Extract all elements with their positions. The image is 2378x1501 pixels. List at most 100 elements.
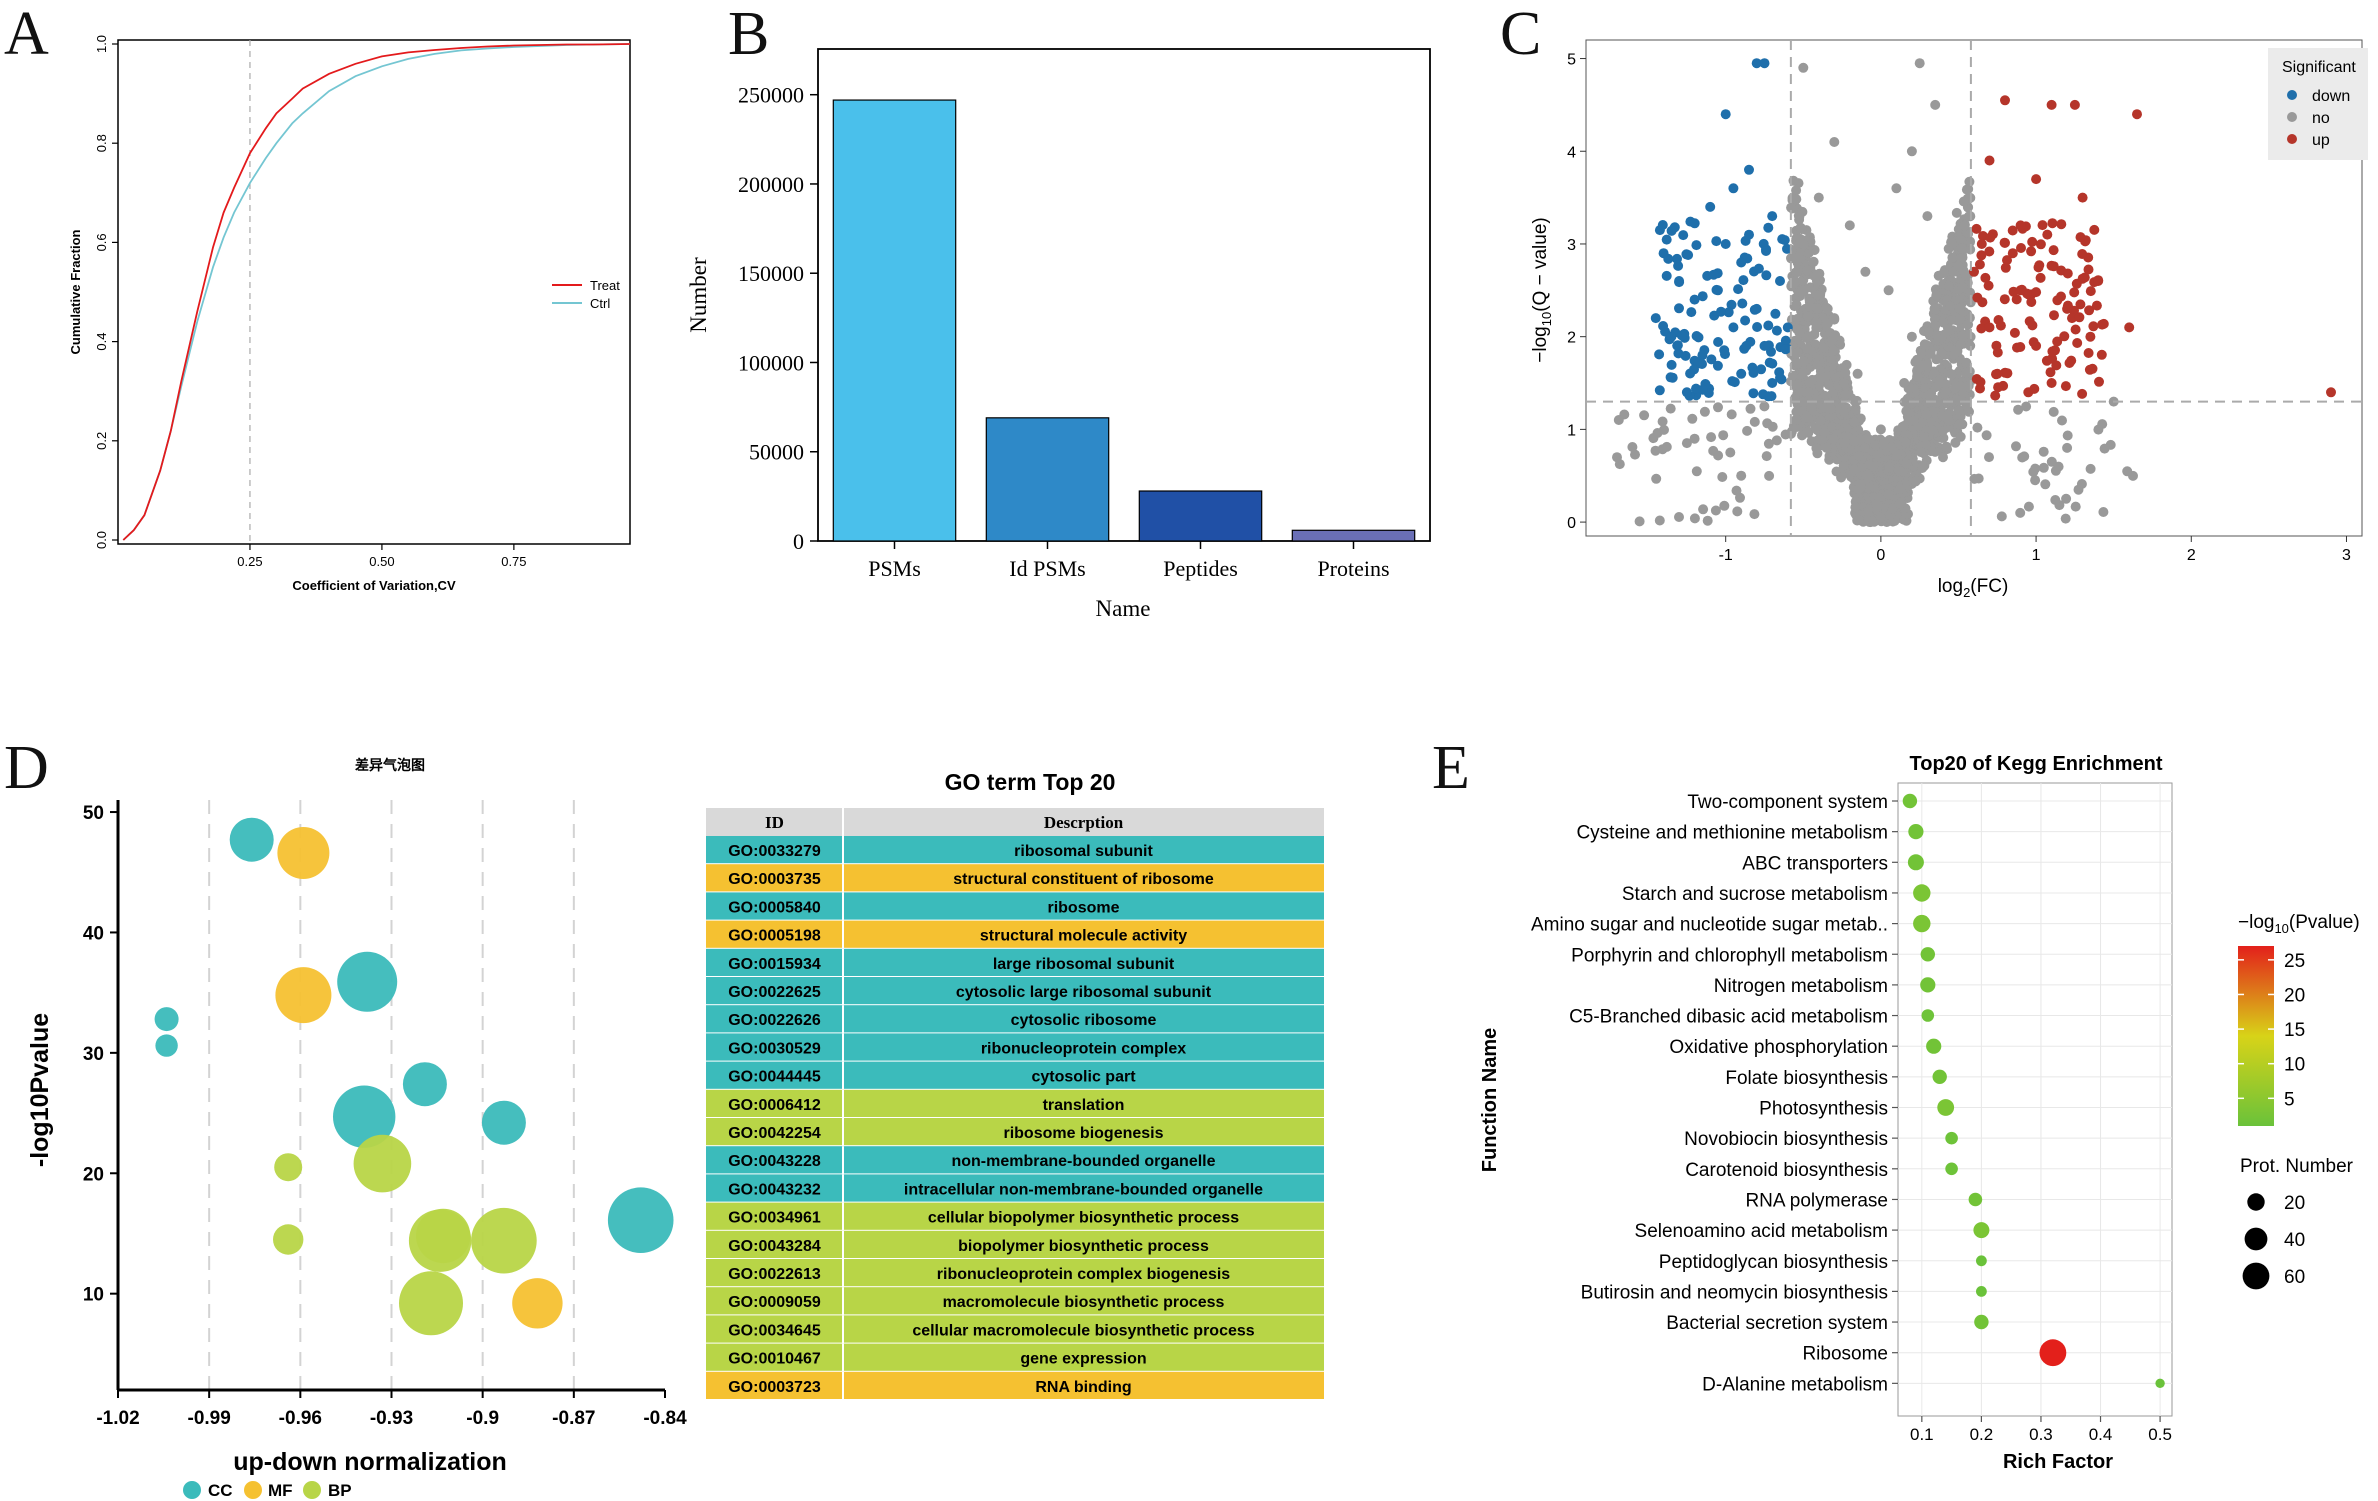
e-category-label: Photosynthesis [1759, 1099, 1888, 1120]
c-point-down [1689, 294, 1700, 305]
c-point-no [1844, 220, 1855, 231]
c-point-no-bg [1803, 311, 1813, 322]
d-bubble-cc [154, 1007, 179, 1032]
c-point-no-bg [1956, 235, 1967, 246]
e-point [1907, 854, 1924, 871]
c-point-down [1658, 248, 1669, 259]
c-point-no [1875, 512, 1886, 523]
panel-a-legend: Treat Ctrl [552, 278, 620, 311]
c-point-down-bg [1733, 284, 1744, 295]
c-point-no-bg [2085, 463, 2096, 474]
c-point-no-bg [1853, 515, 1864, 525]
a-ytick-label: 0.2 [94, 432, 109, 450]
c-point-down [1681, 387, 1692, 398]
c-point-up-bg [2002, 255, 2012, 266]
c-point-no-bg [1981, 430, 1992, 441]
c-point-down-bg [1654, 349, 1665, 360]
panel-e-ylabel: Function Name [1479, 1028, 1501, 1172]
c-point-up-bg [2047, 346, 2058, 357]
c-point-no-bg [1742, 425, 1753, 436]
panel-d-legend: CC MF BP [183, 1481, 352, 1500]
a-xtick-label: 0.50 [369, 554, 394, 569]
panel-c-points [1612, 58, 2336, 528]
c-point-down-bg [1665, 372, 1676, 383]
panel-label-e: E [1432, 734, 1470, 802]
c-point-up-bg [1977, 297, 1988, 308]
panel-e-xlabel: Rich Factor [2003, 1451, 2113, 1473]
legend-box [2268, 48, 2368, 160]
c-point-up-bg [1983, 280, 1994, 291]
c-point-no [1883, 285, 1894, 296]
c-point-no [2062, 442, 2073, 453]
c-point-no-bg [1857, 462, 1867, 473]
e-point [1937, 1099, 1955, 1116]
e-point [1913, 914, 1931, 933]
size-legend-label: 60 [2284, 1267, 2305, 1288]
c-point-down [1751, 58, 1762, 69]
go-table-cell-id: GO:0015934 [728, 956, 821, 973]
c-point-no-bg [1713, 402, 1723, 413]
c-point-no-bg [1946, 237, 1957, 248]
c-point-no-bg [1803, 387, 1814, 398]
panel-e-kegg-chart: Top20 of Kegg Enrichment 0.1 0.2 0.3 0.4 0.5… [1479, 753, 2360, 1473]
c-point-up-bg [2052, 336, 2063, 347]
c-point-no-bg [1863, 434, 1874, 445]
c-point-no-bg [1665, 403, 1676, 414]
d-xtick-label: -1.02 [96, 1408, 139, 1429]
c-point-no-bg [1915, 447, 1926, 457]
c-point-no-bg [1817, 435, 1828, 446]
e-point [1974, 1314, 1989, 1330]
c-point-up [2031, 174, 2042, 185]
c-point-no-bg [2030, 475, 2041, 486]
go-table-row [706, 864, 1324, 892]
c-point-no-bg [1717, 472, 1728, 482]
b-ytick-label: 200000 [738, 172, 804, 197]
legend-title: Significant [2282, 59, 2356, 76]
c-point-up-bg [2026, 297, 2037, 307]
c-point-no-bg [2038, 462, 2049, 473]
c-point-no-bg [1791, 194, 1802, 205]
c-point-no-bg [1895, 483, 1906, 494]
c-point-down-bg [1763, 222, 1774, 233]
c-point-up-bg [2059, 331, 2070, 342]
c-point-down-bg [1780, 344, 1791, 355]
panel-b-axes: 0 50000 100000 150000 200000 250000 PSMs Id PSM… [738, 83, 1390, 581]
c-point-no-bg [1984, 452, 1994, 463]
c-point-no-bg [1796, 287, 1807, 298]
c-point-no-bg [1828, 345, 1839, 356]
c-point-down-bg [1666, 359, 1677, 370]
c-point-no-bg [1787, 279, 1798, 290]
c-point-no-bg [1745, 403, 1756, 414]
c-point-up-bg [2045, 367, 2056, 378]
c-ytick-label: 0 [1567, 515, 1576, 532]
e-category-label: Porphyrin and chlorophyll metabolism [1571, 945, 1888, 966]
c-point-up-bg [2056, 219, 2067, 230]
c-point-no-bg [2028, 466, 2039, 477]
panel-d-title: 差异气泡图 [355, 757, 425, 773]
c-point-no-bg [1921, 409, 1932, 420]
c-point-no-bg [1931, 290, 1942, 301]
c-point-no [1883, 489, 1894, 500]
go-table-cell-id: GO:0043228 [728, 1153, 821, 1170]
c-point-no-bg [1811, 443, 1822, 454]
c-point-no-bg [1719, 500, 1730, 511]
c-point-down-bg [1712, 360, 1723, 371]
d-bubble-cc [607, 1187, 674, 1253]
c-point-no-bg [1955, 431, 1966, 442]
e-point [1913, 884, 1931, 902]
c-point-up-bg [2088, 321, 2099, 332]
size-legend-label: 20 [2284, 1193, 2305, 1214]
c-point-no-bg [1943, 281, 1954, 291]
b-ytick-label: 150000 [738, 261, 804, 286]
panel-c-xlabel: log2(FC) [1938, 576, 2009, 600]
b-ytick-label: 0 [793, 529, 804, 554]
legend-cc-label: CC [208, 1481, 233, 1500]
c-point-no-bg [1927, 425, 1938, 436]
go-table-cell-desc: ribosome biogenesis [1003, 1125, 1163, 1142]
c-point-no-bg [2098, 507, 2109, 517]
c-point-up [2326, 387, 2336, 398]
color-legend-tick-label: 25 [2284, 951, 2305, 972]
go-table-cell-id: GO:0043232 [728, 1181, 821, 1198]
c-point-up-bg [1990, 390, 2001, 401]
c-point-no-bg [1938, 317, 1949, 328]
